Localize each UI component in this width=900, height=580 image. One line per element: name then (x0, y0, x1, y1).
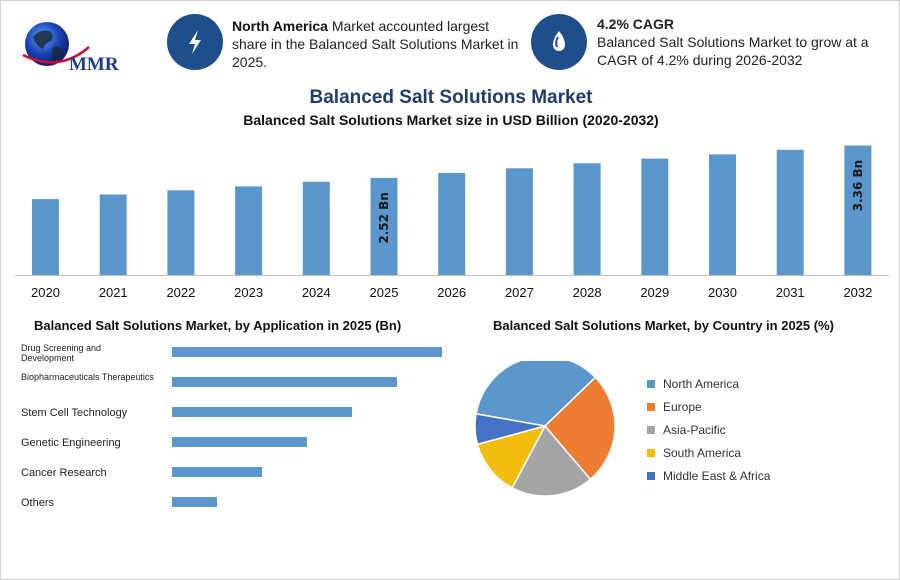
kpi-region-name: North America (232, 18, 328, 34)
bar-chart-title: Balanced Salt Solutions Market size in U… (243, 112, 659, 128)
legend-item: South America (647, 441, 770, 464)
legend-item: Europe (647, 396, 770, 419)
pie-slice-europe (543, 376, 616, 481)
pie-slice-north-america (475, 361, 597, 427)
pie-slice-south-america (476, 424, 547, 489)
logo-text: MMR (69, 54, 119, 75)
bar-data-label: 3.36 Bn (851, 160, 865, 211)
bar-data-label: 2.52 Bn (377, 192, 391, 243)
x-tick-label: 2024 (302, 285, 331, 300)
legend-swatch (647, 425, 655, 434)
x-tick-label: 2027 (505, 285, 534, 300)
x-tick-label: 2021 (99, 285, 128, 300)
pie-slice-asia-pacific (511, 424, 592, 496)
bar-2023 (235, 186, 263, 275)
legend-label: South America (663, 445, 742, 460)
bar-2029 (641, 158, 669, 275)
application-label: Cancer Research (21, 467, 107, 479)
kpi-cagr-text: 4.2% CAGR Balanced Salt Solutions Market… (597, 15, 887, 69)
country-chart-title: Balanced Salt Solutions Market, by Count… (493, 318, 834, 333)
bar-2030 (709, 154, 736, 275)
country-pie-chart (474, 361, 616, 496)
bar-2022 (167, 190, 195, 275)
application-label: Biopharmaceuticals Therapeutics (21, 372, 154, 382)
application-chart-title: Balanced Salt Solutions Market, by Appli… (34, 318, 402, 333)
application-bar (172, 407, 352, 417)
bar-2032 (844, 145, 872, 275)
kpi-cagr-description: Balanced Salt Solutions Market to grow a… (597, 34, 869, 68)
legend-label: Middle East & Africa (663, 468, 771, 483)
x-tick-label: 2029 (640, 285, 669, 300)
kpi-growth-badge (531, 14, 587, 70)
bar-2025 (370, 177, 398, 275)
x-tick-label: 2025 (370, 285, 399, 300)
kpi-region-text: North America Market accounted largest s… (232, 17, 522, 71)
application-label: Drug Screening and (21, 343, 101, 353)
application-bar (172, 377, 397, 387)
x-tick-label: 2026 (437, 285, 466, 300)
x-tick-label: 2028 (573, 285, 602, 300)
mmr-logo: MMR (22, 22, 119, 75)
kpi-cagr-value: 4.2% CAGR (597, 16, 675, 32)
legend-label: Europe (663, 400, 702, 415)
legend-label: Asia-Pacific (663, 422, 726, 437)
kpi-region-description: Market accounted largest share in the Ba… (232, 18, 519, 70)
application-label: Genetic Engineering (21, 437, 121, 449)
page-title: Balanced Salt Solutions Market (309, 87, 593, 108)
pie-slice-middle-east-africa (474, 412, 546, 446)
x-tick-label: 2022 (166, 285, 195, 300)
lightning-icon (189, 30, 201, 54)
x-tick-label: 2032 (843, 285, 872, 300)
application-bar (172, 497, 217, 507)
application-bar (172, 467, 262, 477)
bar-2024 (302, 181, 330, 275)
legend-item: Middle East & Africa (647, 464, 770, 487)
legend-item: Asia-Pacific (647, 419, 770, 442)
bar-2031 (776, 149, 804, 275)
bar-2027 (505, 168, 533, 275)
legend-swatch (647, 380, 655, 389)
application-label: Others (21, 497, 55, 509)
application-label-cont: Development (21, 353, 75, 363)
market-size-bar-chart: 2020 2021 2022 2023 2024 2025 2026 2027 2028 2029… (15, 145, 889, 300)
bar-2021 (99, 194, 127, 275)
x-tick-label: 2031 (776, 285, 805, 300)
legend-swatch (647, 403, 655, 412)
application-bar (172, 347, 442, 357)
legend-item: North America (647, 373, 770, 396)
bar-2020 (32, 199, 59, 275)
application-bar (172, 437, 307, 447)
application-label: Stem Cell Technology (21, 407, 128, 419)
growth-icon (553, 31, 565, 51)
legend-swatch (647, 471, 655, 480)
x-tick-label: 2020 (31, 285, 60, 300)
x-tick-label: 2023 (234, 285, 263, 300)
pie-legend: North America Europe Asia-Pacific South Ame… (647, 373, 770, 487)
legend-label: North America (663, 377, 740, 392)
legend-swatch (647, 448, 655, 457)
bar-2028 (573, 163, 601, 275)
x-tick-label: 2030 (708, 285, 737, 300)
kpi-lightning-badge (167, 14, 223, 70)
bar-2026 (438, 172, 466, 275)
